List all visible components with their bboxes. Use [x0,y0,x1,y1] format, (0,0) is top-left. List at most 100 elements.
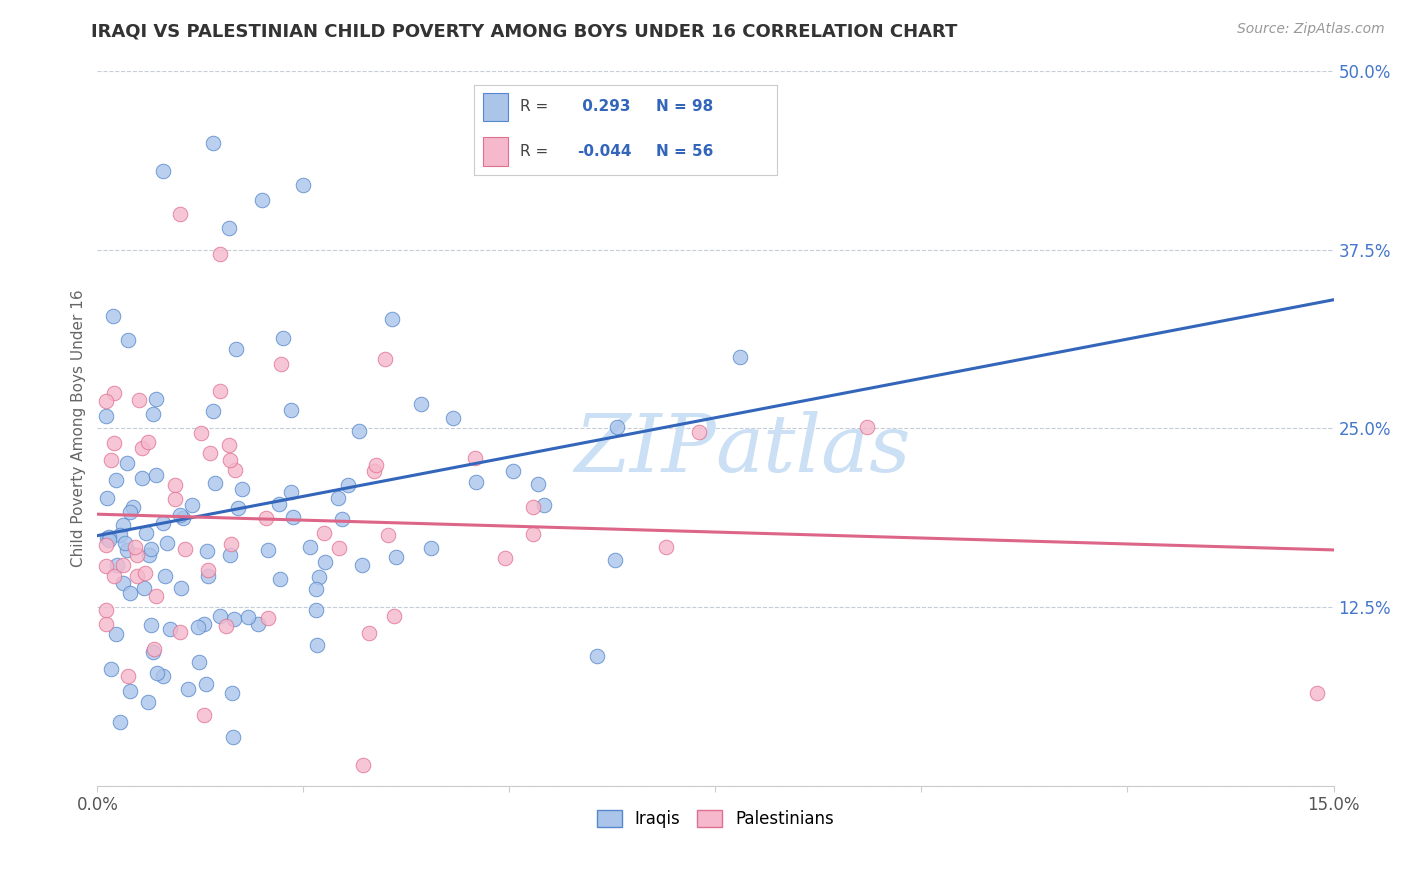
Point [181,498,204,512]
Point [247,617,270,632]
Point [97,531,120,545]
Point [605,552,627,566]
Point [308,570,330,584]
Point [208,384,231,398]
Point [464,451,486,466]
Point [305,582,328,597]
Point [96,409,118,423]
Point [352,558,374,572]
Point [218,438,240,452]
Point [218,221,240,235]
Point [143,642,166,657]
Point [176,681,198,696]
Point [326,491,349,506]
Point [117,334,139,348]
Point [97,533,120,548]
Point [142,407,165,421]
Point [305,638,328,652]
Point [141,618,163,632]
Point [117,669,139,683]
Point [377,528,399,542]
Point [218,453,240,467]
Point [103,569,125,583]
Point [222,730,245,744]
Point [204,476,226,491]
Y-axis label: Child Poverty Among Boys Under 16: Child Poverty Among Boys Under 16 [72,290,86,567]
Point [219,548,242,562]
Point [221,686,243,700]
Point [108,528,131,542]
Point [226,500,249,515]
Point [156,536,179,550]
Point [94,393,117,408]
Point [136,435,159,450]
Point [298,540,321,554]
Point [312,525,335,540]
Point [142,645,165,659]
Point [384,549,406,564]
Point [527,476,550,491]
Point [111,575,134,590]
Point [190,426,212,441]
Point [195,677,218,691]
Point [145,589,167,603]
Point [198,446,221,460]
Point [120,586,142,600]
Point [120,684,142,698]
Point [135,526,157,541]
Point [359,626,381,640]
Point [225,342,247,356]
Point [145,392,167,406]
Point [269,572,291,586]
Point [586,649,609,664]
Point [115,543,138,558]
Point [328,541,350,556]
Point [381,312,404,326]
Point [187,655,209,669]
Point [187,620,209,634]
Point [363,463,385,477]
Text: ZIP: ZIP [574,411,716,489]
Point [100,453,122,467]
Point [153,568,176,582]
Point [94,539,117,553]
Point [193,617,215,632]
Point [374,351,396,366]
Point [152,164,174,178]
Point [236,610,259,624]
Point [856,420,879,434]
Point [1306,686,1329,700]
Legend: Iraqis, Palestinians: Iraqis, Palestinians [591,803,841,835]
Point [96,491,118,505]
Point [409,396,432,410]
Point [197,563,219,577]
Point [125,548,148,562]
Point [193,707,215,722]
Point [100,662,122,676]
Point [125,569,148,583]
Point [224,463,246,477]
Point [281,509,304,524]
Point [352,758,374,772]
Point [231,482,253,496]
Point [138,695,160,709]
Point [688,425,710,440]
Point [197,569,219,583]
Point [111,517,134,532]
Point [347,424,370,438]
Point [254,511,277,525]
Point [208,246,231,260]
Point [152,668,174,682]
Point [269,497,291,511]
Point [173,542,195,557]
Point [111,558,134,572]
Point [103,385,125,400]
Point [332,511,354,525]
Text: atlas: atlas [716,411,911,489]
Point [522,527,544,541]
Point [201,136,224,150]
Point [270,357,292,371]
Point [202,404,225,418]
Text: Source: ZipAtlas.com: Source: ZipAtlas.com [1237,22,1385,37]
Point [280,403,302,417]
